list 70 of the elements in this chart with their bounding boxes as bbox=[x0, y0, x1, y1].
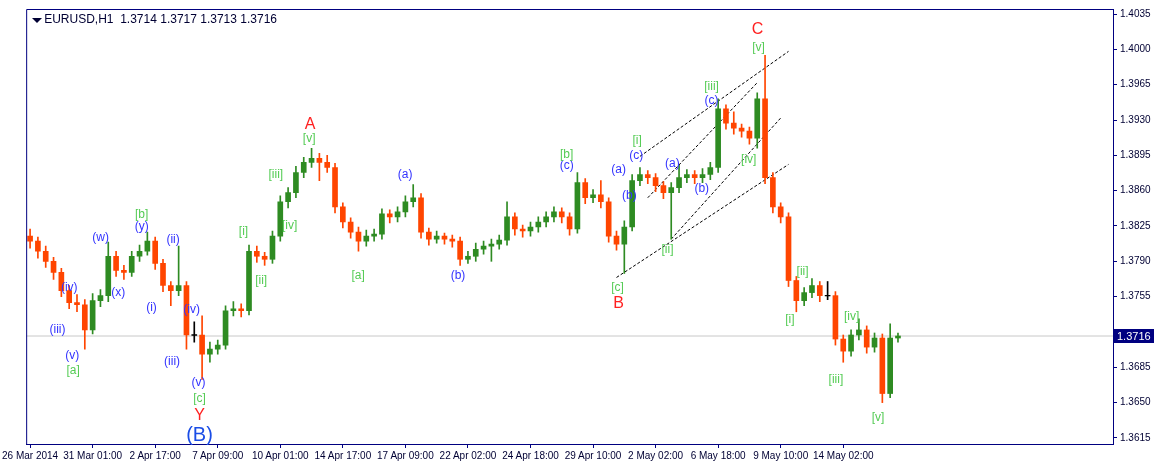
ref-line-label: 1.3716 bbox=[1117, 330, 1151, 343]
annotation: (ii) bbox=[166, 232, 180, 247]
y-tick-label: 1.3825 bbox=[1120, 219, 1152, 231]
annotation: [i] bbox=[785, 311, 795, 326]
annotation: (x) bbox=[111, 285, 126, 300]
annotation: [iii] bbox=[268, 167, 284, 182]
annotation: (i) bbox=[146, 299, 157, 314]
annotation: [i] bbox=[238, 224, 249, 239]
y-tick-label: 1.3930 bbox=[1120, 113, 1152, 125]
annotation: [b] bbox=[135, 206, 149, 221]
annotation: [iv] bbox=[843, 308, 860, 323]
annotation: [iv] bbox=[741, 151, 757, 166]
y-tick-label: 1.3895 bbox=[1120, 149, 1152, 161]
annotation: B bbox=[613, 293, 624, 311]
annotation: [v] bbox=[752, 39, 765, 54]
annotation: [ii] bbox=[255, 273, 268, 288]
annotation: (v) bbox=[65, 347, 80, 362]
annotation: [i] bbox=[632, 132, 642, 147]
annotation: [c] bbox=[193, 391, 206, 406]
annotation: [v] bbox=[871, 409, 885, 424]
annotation: (B) bbox=[186, 422, 213, 445]
y-tick-label: 1.3755 bbox=[1120, 290, 1152, 302]
annotation: (a) bbox=[665, 156, 680, 171]
y-tick-label: 1.4035 bbox=[1120, 7, 1152, 19]
x-tick-label: 14 May 02:00 bbox=[812, 449, 874, 461]
x-tick-label: 6 May 18:00 bbox=[690, 449, 747, 461]
annotation: (c) bbox=[704, 92, 719, 107]
x-tick-label: 29 Apr 10:00 bbox=[564, 449, 622, 461]
annotation: (b) bbox=[450, 268, 466, 283]
annotation: A bbox=[304, 115, 316, 133]
x-tick-label: 24 Apr 18:00 bbox=[502, 449, 560, 461]
y-tick-label: 1.3685 bbox=[1120, 361, 1152, 373]
annotation: [b] bbox=[559, 146, 574, 161]
annotation: [v] bbox=[302, 130, 316, 145]
x-tick-label: 2 Apr 17:00 bbox=[129, 449, 182, 461]
x-tick-label: 10 Apr 01:00 bbox=[251, 449, 310, 461]
x-tick-label: 9 May 10:00 bbox=[753, 449, 809, 461]
annotation: (iii) bbox=[49, 322, 66, 337]
annotation: (c) bbox=[629, 147, 644, 162]
annotation: (a) bbox=[611, 162, 626, 177]
x-tick-label: 2 May 02:00 bbox=[628, 449, 684, 461]
annotation: (y) bbox=[134, 219, 149, 234]
chart-title: EURUSD,H1 1.3714 1.3717 1.3713 1.3716 bbox=[44, 12, 278, 27]
annotation: (w) bbox=[92, 230, 109, 245]
y-tick-label: 1.3860 bbox=[1120, 184, 1152, 196]
annotation: (a) bbox=[397, 167, 413, 182]
annotation: (b) bbox=[694, 181, 710, 196]
annotation: (v) bbox=[191, 375, 206, 390]
annotation: [c] bbox=[611, 280, 624, 295]
x-tick-label: 14 Apr 17:00 bbox=[314, 449, 372, 461]
annotation: [ii] bbox=[796, 264, 809, 279]
x-tick-label: 22 Apr 02:00 bbox=[439, 449, 497, 461]
x-tick-label: 31 Mar 01:00 bbox=[63, 449, 123, 461]
y-tick-label: 1.3650 bbox=[1120, 396, 1152, 408]
y-tick-label: 1.3615 bbox=[1120, 431, 1152, 443]
y-tick-label: 1.4000 bbox=[1120, 43, 1152, 55]
annotation: (iii) bbox=[164, 353, 181, 368]
x-tick-label: 26 Mar 2014 bbox=[2, 449, 59, 461]
annotation: [iii] bbox=[828, 372, 844, 387]
annotation: Y bbox=[194, 405, 206, 423]
x-tick-label: 7 Apr 09:00 bbox=[192, 449, 244, 461]
y-tick-label: 1.3790 bbox=[1120, 255, 1152, 267]
y-tick-label: 1.3965 bbox=[1120, 78, 1152, 90]
annotation: [iv] bbox=[281, 218, 298, 233]
annotation: [a] bbox=[66, 362, 80, 377]
annotation: [ii] bbox=[661, 241, 674, 256]
annotation: [a] bbox=[351, 268, 365, 283]
x-tick-label: 17 Apr 09:00 bbox=[377, 449, 435, 461]
annotation: [iii] bbox=[704, 78, 719, 93]
annotation: C bbox=[751, 20, 764, 38]
